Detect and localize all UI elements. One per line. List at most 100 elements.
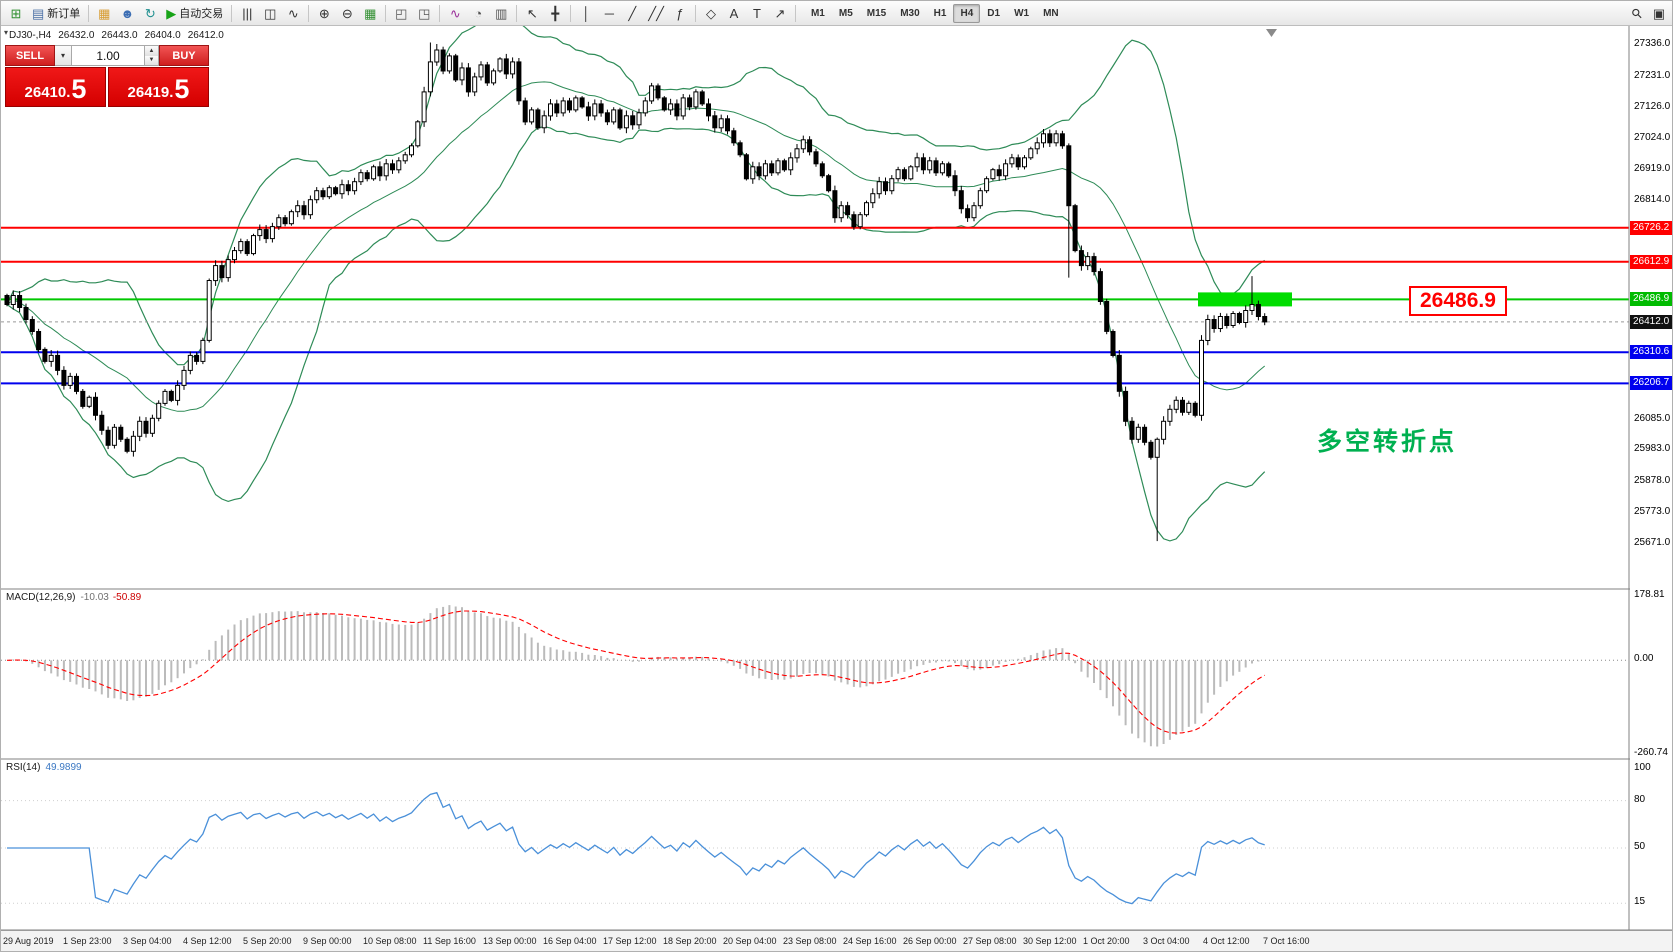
timeframe-d1[interactable]: D1 [987, 7, 1001, 19]
price-axis-tick: 27231.0 [1634, 69, 1671, 81]
candlestick-chart-button[interactable]: ◫ [259, 3, 281, 24]
order-icon: ▤ [32, 5, 45, 21]
volume-stepper[interactable]: ▲ ▼ [145, 45, 159, 66]
label-icon: T [752, 5, 761, 21]
time-axis-label: 30 Sep 12:00 [1023, 936, 1077, 946]
auto-arrange-button[interactable]: ▦ [359, 3, 381, 24]
price-axis-tick: 26919.0 [1634, 163, 1671, 175]
volume-increment-icon[interactable]: ▲ [145, 46, 158, 56]
rsi-label: RSI(14) [6, 762, 41, 773]
price-axis-tick: 26085.0 [1634, 412, 1671, 424]
timeframe-h4[interactable]: H4 [953, 3, 981, 23]
tline-icon: ╱ [628, 5, 637, 21]
timeframe-m15[interactable]: M15 [866, 7, 887, 19]
zoom-in-icon: ⊕ [318, 5, 330, 21]
line-chart-button[interactable]: ∿ [282, 3, 304, 24]
market-watch-button[interactable]: ☻ [116, 3, 138, 24]
buy-price-button[interactable]: 26419. 5 [108, 67, 209, 107]
rsi-indicator-header: RSI(14) 49.9899 [6, 762, 82, 773]
text-label-button[interactable]: T [746, 3, 768, 24]
rsi-scale-tick: 80 [1634, 793, 1646, 805]
time-axis-label: 5 Sep 20:00 [243, 936, 292, 946]
toolbar-separator [570, 4, 572, 22]
price-axis-tick: 26814.0 [1634, 194, 1671, 206]
fibo-icon: ƒ [676, 5, 684, 21]
search-button[interactable]: ⚲ [1626, 3, 1648, 24]
chart-text-annotation[interactable]: 多空转折点 [1317, 428, 1458, 456]
volume-dropdown-icon[interactable]: ▾ [55, 45, 72, 66]
hline-icon: ─ [604, 5, 614, 21]
time-axis-label: 17 Sep 12:00 [603, 936, 657, 946]
macd-main-value: -10.03 [80, 592, 109, 603]
text-icon: A [729, 5, 739, 21]
volume-input[interactable] [72, 45, 145, 66]
rsi-scale-tick: 15 [1634, 896, 1646, 908]
cursor-icon: ↖ [526, 5, 538, 21]
shapes-button[interactable]: ◇ [700, 3, 722, 24]
vertical-line-button[interactable]: │ [575, 3, 597, 24]
indicators-button[interactable]: ∿ [444, 3, 466, 24]
time-axis-label: 18 Sep 20:00 [663, 936, 717, 946]
timeframe-m5[interactable]: M5 [838, 7, 853, 19]
one-click-collapse-icon[interactable]: ▾ [4, 28, 9, 37]
new-order-button-label: 新订单 [47, 8, 81, 20]
zoom-in-button[interactable]: ⊕ [313, 3, 335, 24]
refresh-button[interactable]: ↻ [139, 3, 161, 24]
zoom-out-icon: ⊖ [341, 5, 353, 21]
time-axis-label: 23 Sep 08:00 [783, 936, 837, 946]
timeframe-h1[interactable]: H1 [933, 7, 947, 19]
rsi-value: 49.9899 [45, 762, 82, 773]
shapes-icon: ◇ [705, 5, 716, 21]
buy-price-main: 26419. [127, 83, 174, 101]
refresh-icon: ↻ [144, 5, 156, 21]
toolbar-separator [231, 4, 233, 22]
fullscreen-button[interactable]: ▣ [1648, 3, 1670, 24]
price-axis-tick: 25878.0 [1634, 474, 1671, 486]
periods-button[interactable]: ◔ [467, 3, 489, 24]
buy-button[interactable]: BUY [159, 45, 209, 66]
zoom-out-button[interactable]: ⊖ [336, 3, 358, 24]
trendline-button[interactable]: ╱ [621, 3, 643, 24]
close-value: 26412.0 [187, 30, 224, 41]
cascade-windows-button[interactable]: ◳ [413, 3, 435, 24]
autotrading-button[interactable]: ▶ 自动交易 [162, 3, 227, 24]
price-callout[interactable]: 26486.9 [1409, 286, 1507, 316]
price-axis-level-label: 26486.9 [1630, 292, 1672, 307]
time-axis[interactable]: 29 Aug 2019 1 Sep 23:00 3 Sep 04:00 4 Sep 1… [1, 930, 1672, 951]
sell-button[interactable]: SELL [5, 45, 55, 66]
timeframe-m30[interactable]: M30 [900, 7, 920, 19]
chart-ohlc-header: DJ30-,H4 26432.0 26443.0 26404.0 26412.0 [9, 30, 231, 41]
new-chart-button[interactable]: ⊞ [5, 3, 27, 24]
sell-price-main: 26410. [24, 83, 71, 101]
text-button[interactable]: A [723, 3, 745, 24]
toolbar-separator [439, 4, 441, 22]
bar-chart-button[interactable]: ||| [236, 3, 258, 24]
channel-button[interactable]: ╱╱ [644, 3, 668, 24]
sell-price-button[interactable]: 26410. 5 [5, 67, 106, 107]
arrows-button[interactable]: ↗ [769, 3, 791, 24]
cursor-button[interactable]: ↖ [521, 3, 543, 24]
templates-button[interactable]: ▥ [490, 3, 512, 24]
tile-windows-button[interactable]: ◰ [390, 3, 412, 24]
price-axis-level-label: 26206.7 [1630, 376, 1672, 391]
folder-icon: ▦ [98, 5, 111, 21]
expand-icon: ▣ [1652, 5, 1666, 21]
profiles-button[interactable]: ▦ [93, 3, 115, 24]
volume-decrement-icon[interactable]: ▼ [145, 55, 158, 65]
timeframe-w1[interactable]: W1 [1014, 7, 1030, 19]
new-order-button[interactable]: ▤ 新订单 [28, 3, 84, 24]
price-axis[interactable]: 27336.0 27231.0 27126.0 27024.0 26919.0 26814… [1630, 26, 1672, 929]
time-axis-label: 26 Sep 00:00 [903, 936, 957, 946]
time-axis-label: 3 Oct 04:00 [1143, 936, 1190, 946]
fibonacci-button[interactable]: ƒ [669, 3, 691, 24]
horizontal-line-button[interactable]: ─ [598, 3, 620, 24]
timeframe-m1[interactable]: M1 [810, 7, 825, 19]
toolbar-separator [794, 4, 796, 22]
vline-icon: │ [582, 5, 591, 21]
timeframe-mn[interactable]: MN [1043, 7, 1059, 19]
time-axis-label: 20 Sep 04:00 [723, 936, 777, 946]
crosshair-button[interactable]: ╋ [544, 3, 566, 24]
rsi-scale-tick: 100 [1634, 762, 1651, 773]
